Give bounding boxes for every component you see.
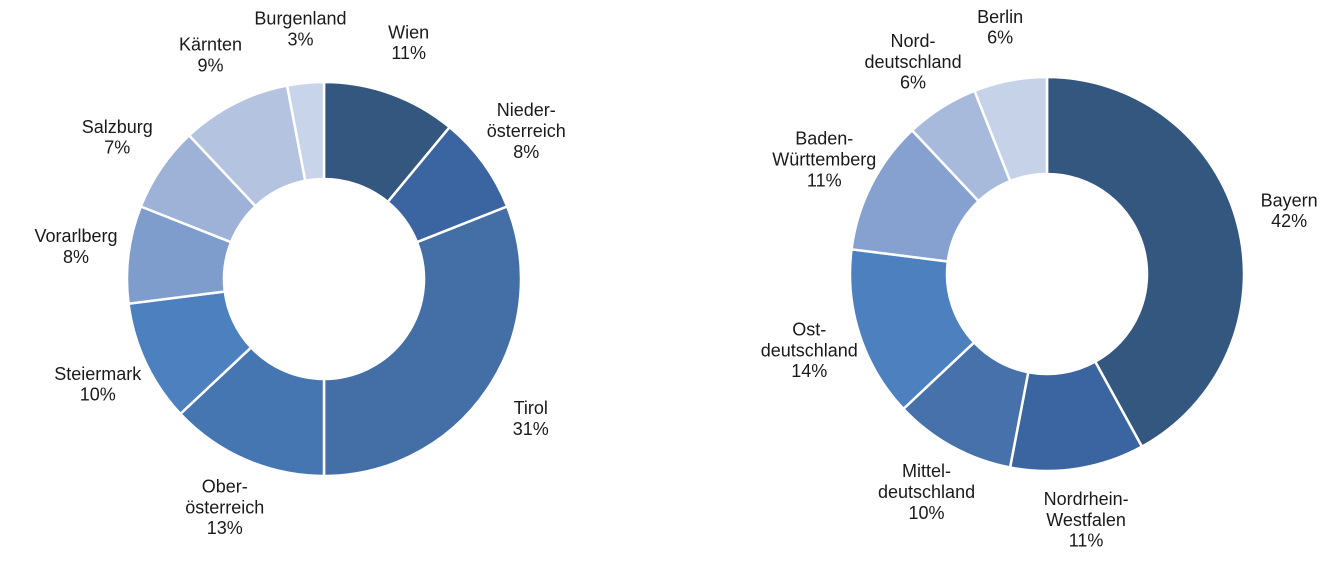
slice-label: Salzburg — [82, 117, 153, 137]
donut: Bayern42%Nordrhein-Westfalen11%Mittel-de… — [761, 7, 1318, 551]
slice-value-label: 8% — [63, 247, 89, 267]
slice-label: Ober-österreich — [185, 476, 264, 517]
donut-slice — [1045, 75, 1246, 449]
slice-label: Wien — [388, 22, 429, 42]
donut: Wien11%Nieder-österreich8%Tirol31%Ober-ö… — [34, 8, 565, 538]
slice-value-label: 9% — [197, 55, 223, 75]
donut-slice — [322, 204, 523, 478]
slice-value-label: 42% — [1271, 211, 1307, 231]
slice-value-label: 6% — [987, 28, 1013, 48]
donut-slice — [285, 80, 326, 183]
slice-label: Vorarlberg — [34, 226, 117, 246]
slice-value-label: 13% — [207, 518, 243, 538]
slice-label: Berlin — [977, 7, 1023, 27]
slice-value-label: 8% — [513, 142, 539, 162]
slice-value-label: 10% — [80, 385, 116, 405]
slice-label: Tirol — [514, 398, 548, 418]
slice-value-label: 3% — [287, 29, 313, 49]
slice-label: Steiermark — [54, 364, 142, 384]
slice-label: Mittel-deutschland — [878, 461, 975, 502]
slice-label: Bayern — [1261, 190, 1318, 210]
slice-label: Baden-Württemberg — [772, 128, 876, 169]
donut-slice — [972, 75, 1049, 183]
slice-value-label: 14% — [791, 361, 827, 381]
slice-value-label: 11% — [807, 170, 842, 190]
slice-value-label: 7% — [104, 138, 130, 158]
slice-label: Nordrhein-Westfalen — [1044, 489, 1129, 530]
slice-value-label: 6% — [900, 73, 926, 93]
slice-value-label: 31% — [513, 419, 549, 439]
slice-value-label: 11% — [1069, 531, 1104, 551]
slice-value-label: 10% — [909, 503, 945, 523]
slice-label: Nieder-österreich — [487, 100, 566, 141]
slice-label: Nord-deutschland — [865, 31, 962, 72]
slice-label: Ost-deutschland — [761, 319, 858, 360]
slice-label: Burgenland — [254, 8, 346, 28]
slice-value-label: 11% — [391, 43, 426, 63]
slice-label: Kärnten — [179, 34, 242, 54]
